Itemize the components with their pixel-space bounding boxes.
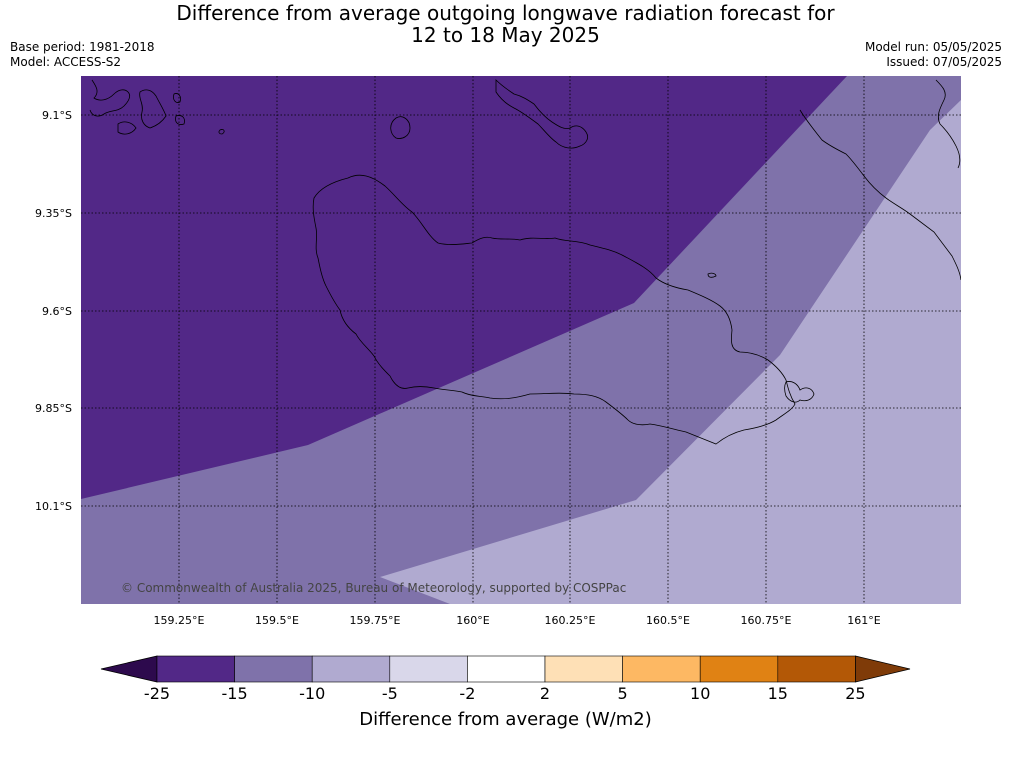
page-title-line-2: 12 to 18 May 2025 [411,23,600,47]
coastline-small-island-4 [707,272,717,278]
model-text: Model: ACCESS-S2 [10,55,122,69]
issued-text: Issued: 07/05/2025 [886,55,1002,69]
coastline-florida-islands [495,79,588,149]
lon-label: 159.5°E [255,614,299,627]
colorbar-segment [311,655,391,683]
map-panel: © Commonwealth of Australia 2025, Bureau… [81,76,961,604]
lon-label: 160.5°E [646,614,690,627]
lat-label: 10.1°S [35,500,72,513]
colorbar-segment [234,655,313,683]
lon-label: 160°E [456,614,489,627]
lat-label: 9.85°S [35,402,72,415]
colorbar-segment [544,655,623,683]
base-period-text: Base period: 1981-2018 [10,40,155,54]
colorbar-tick-label: -2 [459,684,475,703]
lat-label: 9.6°S [42,305,72,318]
coastline-malaita [799,109,961,281]
colorbar-tick-label: 25 [845,684,865,703]
colorbar-segment [467,655,546,683]
lat-label: 9.35°S [35,207,72,220]
coastline-small-island-2 [175,115,185,125]
colorbar-segment [622,655,701,683]
coastline-small-island-3 [218,129,225,135]
lat-label: 9.1°S [42,109,72,122]
colorbar-tick-label: 5 [618,684,628,703]
coastline-russell-islands-2 [139,89,167,129]
coastline-savo-island [390,116,411,139]
colorbar-tick-label: 10 [690,684,710,703]
lon-label: 159.75°E [350,614,401,627]
colorbar-title: Difference from average (W/m2) [359,709,652,730]
model-run-text: Model run: 05/05/2025 [864,40,1002,54]
colorbar-tick-label: -15 [222,684,248,703]
lon-label: 160.75°E [741,614,792,627]
coastline-guadalcanal [312,174,796,445]
colorbar-segment [699,655,779,683]
colorbar-segment [777,655,856,683]
colorbar-tick-label: -25 [144,684,170,703]
coastline-malaita-north [935,79,961,169]
coastline-russell-islands [89,79,131,117]
colorbar: -25 -15 -10 -5 -2 2 5 10 15 25 [100,655,911,703]
colorbar-segment [389,655,468,683]
colorbar-tick-label: 2 [540,684,550,703]
coastlines [89,79,961,445]
page-title-line-1: Difference from average outgoing longwav… [176,1,835,25]
gridlines [81,76,961,604]
lon-label: 161°E [847,614,880,627]
copyright-text: © Commonwealth of Australia 2025, Bureau… [121,581,626,595]
colorbar-tick-label: -5 [382,684,398,703]
colorbar-extend-high [855,655,911,683]
colorbar-tick-label: -10 [299,684,325,703]
region-minus15-to-minus25 [81,76,847,499]
colorbar-segment [156,655,235,683]
coastline-small-island-1 [173,93,181,103]
lon-label: 159.25°E [154,614,205,627]
coastline-marau-islands [784,381,815,403]
coastline-russell-islands-3 [117,121,137,135]
colorbar-tick-label: 15 [768,684,788,703]
colorbar-extend-low [100,655,158,683]
lon-label: 160.25°E [545,614,596,627]
